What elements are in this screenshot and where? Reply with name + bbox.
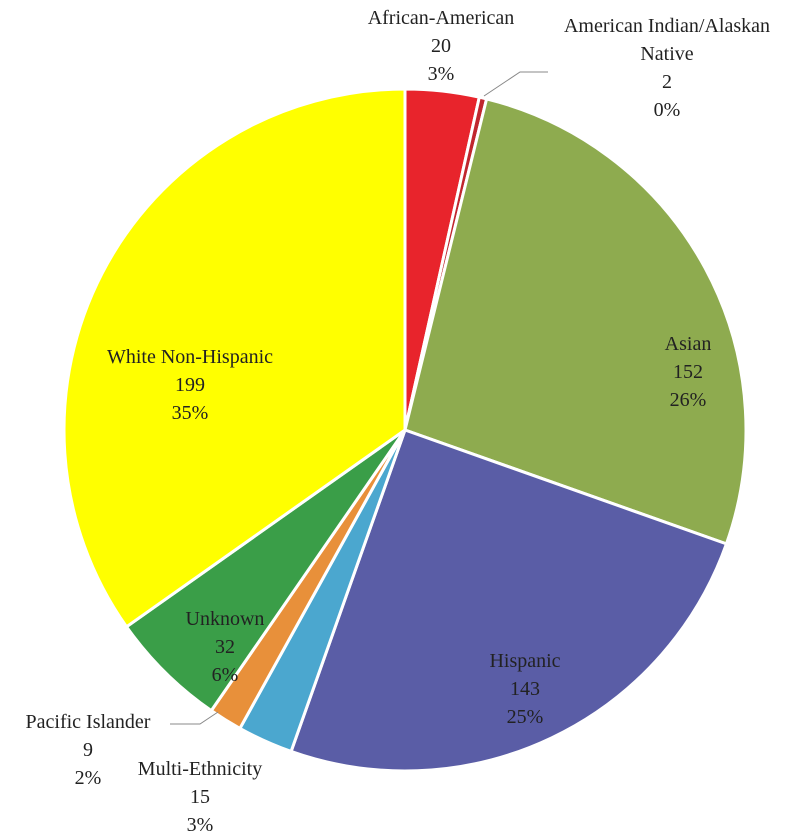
label-value: 15	[190, 786, 210, 808]
leader-line	[170, 711, 219, 725]
label-percent: 6%	[211, 664, 239, 686]
label-percent: 25%	[506, 706, 544, 728]
pie-slice	[403, 97, 748, 546]
data-label: Asian 152 26%	[628, 330, 748, 414]
label-value: 199	[175, 374, 205, 396]
label-value: 143	[510, 678, 540, 700]
data-label: Multi-Ethnicity 15 3%	[100, 755, 300, 839]
label-percent: 26%	[669, 389, 707, 411]
label-name: African-American	[367, 7, 515, 29]
label-name: Hispanic	[489, 650, 561, 672]
data-label: White Non-Hispanic 199 35%	[70, 343, 310, 427]
label-percent: 3%	[427, 63, 455, 85]
label-name: Pacific Islander	[25, 711, 151, 733]
label-value: 2	[662, 71, 672, 93]
pie	[62, 87, 748, 773]
label-name: Asian	[664, 333, 712, 355]
data-label: Pacific Islander 9 2%	[0, 708, 178, 792]
label-value: 152	[673, 361, 703, 383]
label-name: White Non-Hispanic	[106, 346, 274, 368]
label-name: Multi-Ethnicity	[137, 758, 263, 780]
label-value: 9	[83, 739, 93, 761]
label-percent: 35%	[171, 402, 209, 424]
leader-line	[483, 71, 548, 97]
label-percent: 0%	[653, 99, 681, 121]
data-label: Unknown 32 6%	[165, 605, 285, 689]
label-value: 20	[431, 35, 451, 57]
data-label: American Indian/Alaskan Native 2 0%	[547, 12, 787, 124]
label-value: 32	[215, 636, 235, 658]
label-name: American Indian/Alaskan Native	[563, 15, 771, 65]
data-label: Hispanic 143 25%	[445, 647, 605, 731]
label-name: Unknown	[185, 608, 265, 630]
label-percent: 3%	[186, 814, 214, 836]
pie-slice	[62, 87, 407, 629]
pie-slice	[289, 428, 729, 773]
data-label: African-American 20 3%	[321, 4, 561, 88]
label-percent: 2%	[74, 767, 102, 789]
